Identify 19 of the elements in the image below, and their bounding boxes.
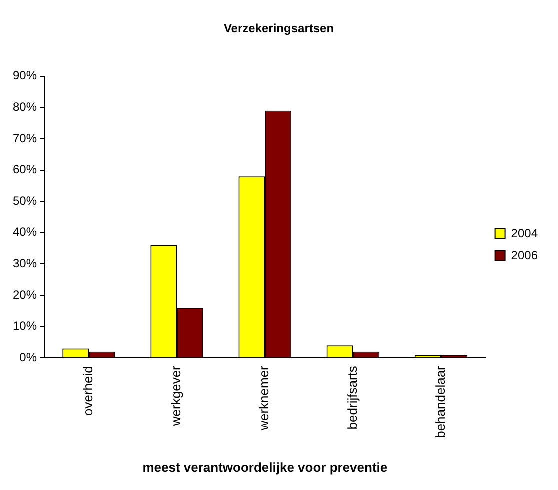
y-tick-label: 20% — [12, 288, 38, 302]
y-tick-label: 0% — [20, 350, 38, 364]
y-tick-label: 70% — [12, 131, 38, 146]
y-tick-label: 50% — [12, 194, 38, 208]
x-tick-label: behandelaar — [432, 365, 448, 438]
y-tick-label: 90% — [12, 68, 38, 83]
x-tick-label: werkgever — [168, 365, 184, 428]
x-tick-label: overheid — [80, 366, 96, 416]
y-tick-label: 80% — [12, 100, 38, 114]
y-tick-label: 30% — [12, 256, 38, 271]
x-tick-label: bedrijfsarts — [344, 366, 360, 430]
chart-title: Verzekeringsartsen — [224, 22, 334, 36]
x-axis-title: meest verantwoordelijke voor preventie — [142, 460, 388, 475]
x-tick-label: werknemer — [256, 365, 272, 432]
legend-label: 2004 — [511, 226, 538, 240]
y-tick-label: 10% — [12, 319, 38, 334]
legend-label: 2006 — [511, 248, 538, 262]
y-tick-label: 40% — [12, 225, 38, 240]
y-tick-label: 60% — [12, 162, 38, 177]
